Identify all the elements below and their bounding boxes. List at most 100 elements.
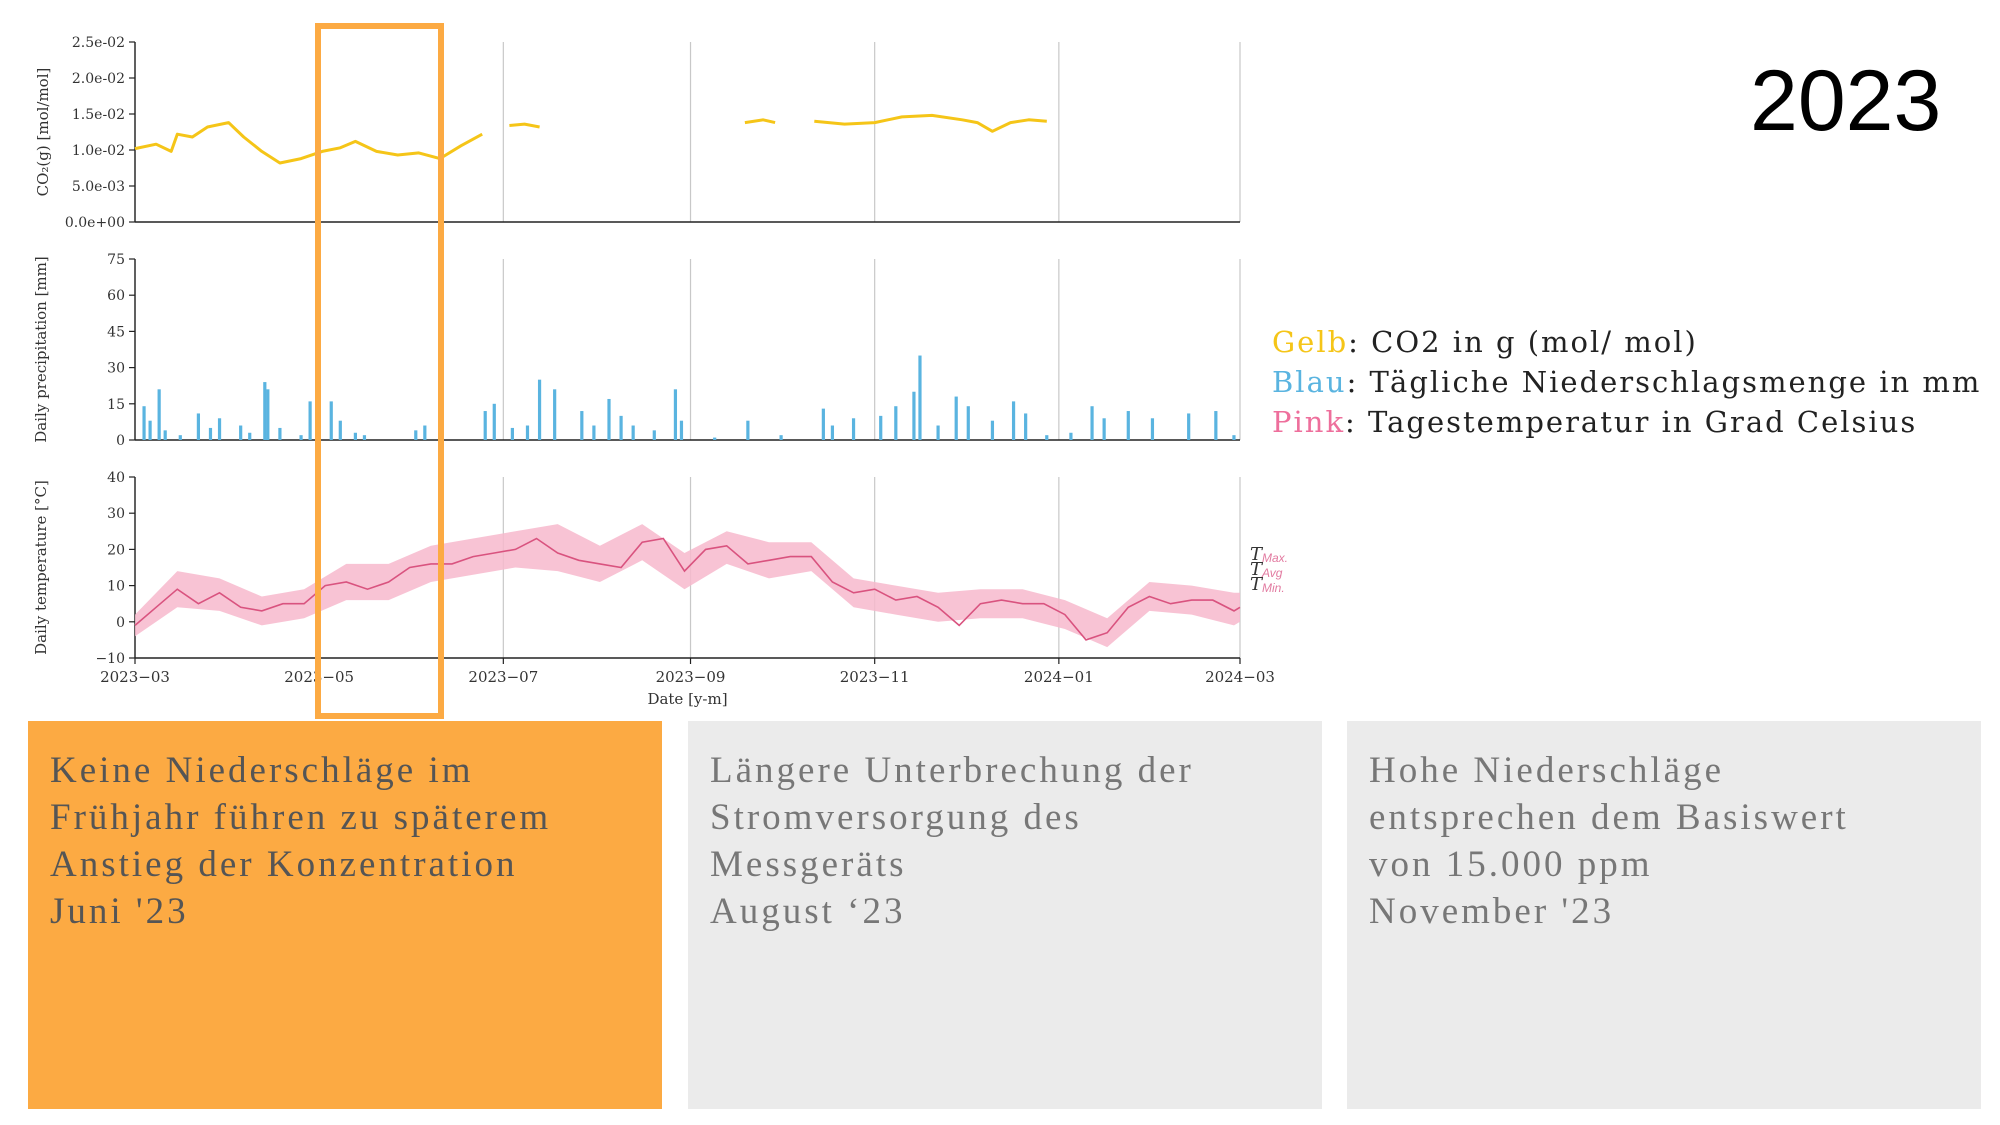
x-tick-label: 2023−09 [656, 668, 726, 686]
annotation-panel-august: Längere Unterbrechung der Stromversorgun… [688, 721, 1322, 1109]
legend-text-pink: : Tagestemperatur in Grad Celsius [1345, 405, 1918, 439]
co2-subplot: 0.0e+00 5.0e-03 1.0e-02 1.5e-02 2.0e-02 2.5e-… [34, 35, 1241, 231]
y-tick-label: 10 [107, 579, 125, 595]
legend: Gelb: CO2 in g (mol/ mol) Blau: Tägliche… [1272, 322, 1981, 442]
precip-bar [652, 430, 656, 440]
precip-bar [196, 413, 201, 440]
y-tick-label: 2.0e-02 [72, 71, 125, 87]
precip-bar [673, 389, 678, 440]
precip-bar [954, 396, 958, 440]
precip-bar [912, 391, 916, 440]
precip-bar [266, 389, 270, 440]
precip-bar [679, 420, 684, 440]
precip-bar [1069, 432, 1073, 440]
precip-bar [217, 418, 222, 440]
precip-bar [1232, 435, 1236, 440]
x-tick-label: 2023−11 [840, 668, 910, 686]
precip-bar [483, 411, 487, 440]
y-tick-label: 1.5e-02 [72, 107, 125, 123]
precip-bar [299, 435, 303, 440]
precip-bar [894, 406, 898, 440]
precip-bar [414, 430, 418, 440]
panel-line: von 15.000 ppm [1369, 844, 1653, 885]
annotation-panel-june: Keine Niederschläge im Frühjahr führen z… [28, 721, 662, 1109]
precip-bar [510, 427, 514, 440]
precipitation-subplot: 0 15 30 45 60 75 Daily precipitation [mm] [32, 252, 1241, 449]
precip-bar [619, 415, 623, 440]
legend-row-blue: Blau: Tägliche Niederschlagsmenge in mm [1272, 362, 1981, 402]
y-tick-label: 1.0e-02 [72, 143, 125, 159]
co2-series-line [134, 121, 483, 165]
precip-bar [879, 415, 883, 440]
precip-bar [1214, 411, 1218, 440]
precip-bar [830, 425, 835, 440]
x-axis-label: Date [y-m] [647, 690, 727, 708]
y-tick-label: 60 [107, 288, 125, 304]
precip-bar [936, 425, 940, 440]
x-axis: 2023−03 2023−05 2023−07 2023−09 2023−11 2024−… [100, 658, 1275, 708]
precip-bar [631, 425, 635, 440]
precip-bar [779, 435, 783, 440]
precip-bar [821, 408, 825, 440]
precip-bar [607, 398, 611, 440]
y-tick-label: −10 [95, 651, 125, 667]
panel-line: entsprechen dem Basiswert [1369, 797, 1849, 838]
precip-bar [492, 403, 496, 440]
y-tick-label: 5.0e-03 [72, 179, 125, 195]
legend-text-yellow: : CO2 in g (mol/ mol) [1348, 325, 1698, 359]
panel-line: Messgeräts [710, 844, 907, 885]
panel-line: August ‘23 [710, 891, 906, 932]
y-tick-label: 2.5e-02 [72, 35, 125, 51]
y-tick-label: 45 [107, 324, 125, 340]
precip-bar [329, 401, 333, 440]
co2-series-line [509, 122, 540, 129]
panel-line: Keine Niederschläge im [50, 750, 474, 791]
temp-avg-line [134, 537, 1241, 641]
precip-bar [918, 355, 922, 440]
precip-bar [263, 382, 267, 440]
precip-bar [178, 435, 182, 440]
y-tick-label: 20 [107, 542, 125, 558]
y-tick-label: 30 [107, 506, 125, 522]
precip-bar [353, 432, 357, 440]
x-tick-label: 2024−01 [1024, 668, 1094, 686]
temp-annotation-label: Avg [1261, 566, 1283, 580]
panel-line: Frühjahr führen zu späterem [50, 797, 552, 838]
x-tick-label: 2024−03 [1205, 668, 1275, 686]
precip-bar [362, 435, 367, 440]
temp-annotation-symbol: T [1250, 574, 1264, 595]
precip-bar [553, 389, 557, 440]
legend-key-yellow: Gelb [1272, 325, 1349, 359]
temp-annotation-symbol: T [1250, 559, 1264, 580]
y-tick-label: 15 [107, 397, 125, 413]
panel-line: Anstieg der Konzentration [50, 844, 518, 885]
precip-bar [142, 406, 146, 440]
precip-bar [966, 406, 970, 440]
precip-bar [208, 427, 213, 440]
x-tick-label: 2023−03 [100, 668, 170, 686]
y-tick-label: 0.0e+00 [65, 215, 125, 231]
precip-bar [278, 427, 282, 440]
legend-key-pink: Pink [1272, 405, 1346, 439]
y-tick-label: 0 [116, 615, 125, 631]
panel-line: Juni '23 [50, 891, 189, 932]
x-tick-label: 2023−07 [468, 668, 538, 686]
precip-bar [239, 425, 243, 440]
y-axis-label: Daily precipitation [mm] [32, 256, 50, 442]
precip-bar [1102, 418, 1106, 440]
precip-bar [423, 425, 427, 440]
precip-bar [163, 430, 167, 440]
y-tick-label: 75 [107, 252, 125, 268]
precip-bar [537, 379, 542, 440]
precip-bar [1090, 406, 1094, 440]
co2-series-line [744, 118, 776, 125]
precip-bar [148, 420, 152, 440]
precip-bar [746, 420, 750, 440]
precip-bar [1011, 401, 1016, 440]
year-title: 2023 [1750, 53, 1942, 149]
precip-bar [1150, 418, 1155, 440]
legend-key-blue: Blau [1272, 365, 1347, 399]
temp-annotation-label: Max. [1262, 551, 1288, 565]
june-highlight-box [315, 23, 444, 719]
precip-bar [248, 432, 252, 440]
